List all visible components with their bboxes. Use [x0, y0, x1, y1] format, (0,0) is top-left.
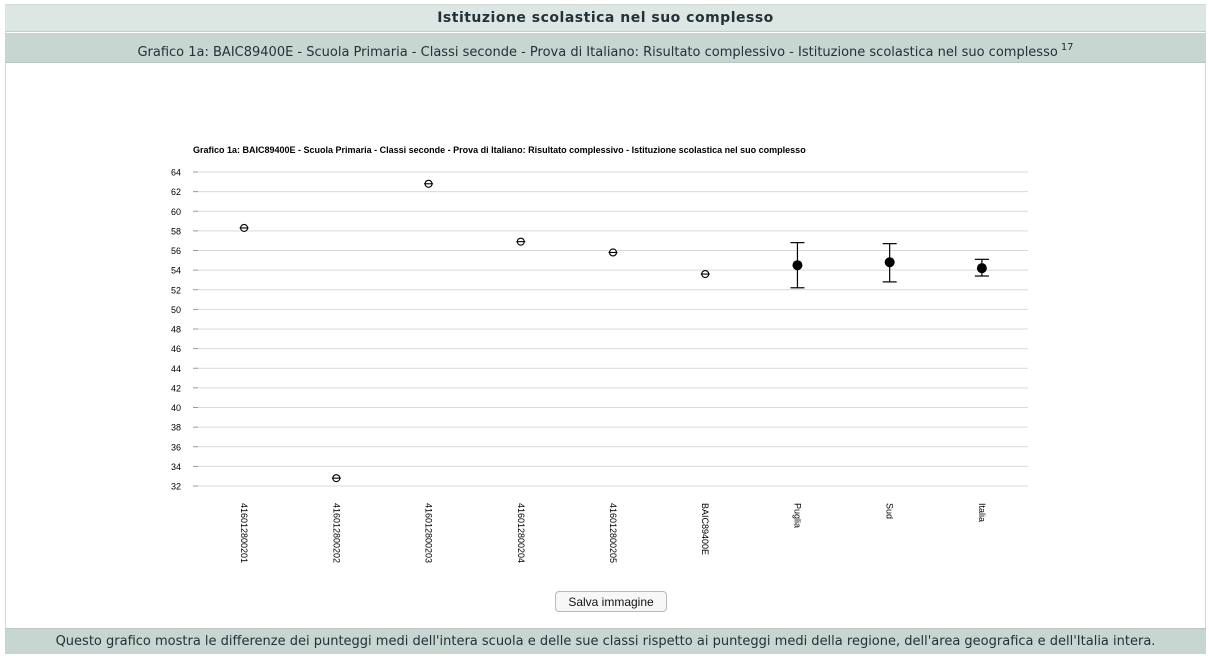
y-tick-label: 58	[171, 226, 181, 236]
y-tick-label: 60	[171, 207, 181, 217]
y-tick-label: 38	[171, 423, 181, 433]
x-tick-label: Sud	[885, 503, 895, 519]
y-tick-label: 44	[171, 364, 181, 374]
y-tick-label: 52	[171, 285, 181, 295]
chart-description-bar: Questo grafico mostra le differenze dei …	[5, 628, 1206, 654]
y-tick-label: 48	[171, 325, 181, 335]
y-tick-label: 64	[171, 168, 181, 178]
y-tick-label: 32	[171, 482, 181, 492]
y-tick-label: 34	[171, 462, 181, 472]
x-tick-label: Puglia	[792, 503, 802, 528]
x-tick-label: 416012800202	[331, 503, 341, 563]
chart-title: Grafico 1a: BAIC89400E - Scuola Primaria…	[193, 145, 806, 155]
y-tick-label: 50	[171, 305, 181, 315]
save-image-button[interactable]: Salva immagine	[555, 591, 667, 612]
data-point	[885, 257, 895, 267]
data-point	[977, 263, 987, 273]
x-tick-label: Italia	[977, 503, 987, 522]
x-tick-label: 416012800205	[608, 503, 618, 563]
x-tick-label: 416012800204	[516, 503, 526, 563]
x-tick-label: 416012800201	[239, 503, 249, 563]
y-tick-label: 36	[171, 442, 181, 452]
data-point	[792, 260, 802, 270]
chart-description: Questo grafico mostra le differenze dei …	[56, 634, 1156, 649]
y-tick-label: 42	[171, 383, 181, 393]
y-tick-label: 56	[171, 246, 181, 256]
x-tick-label: BAIC89400E	[700, 503, 710, 555]
y-tick-label: 54	[171, 266, 181, 276]
y-tick-label: 62	[171, 187, 181, 197]
y-tick-label: 46	[171, 344, 181, 354]
x-tick-label: 416012800203	[424, 503, 434, 563]
y-tick-label: 40	[171, 403, 181, 413]
